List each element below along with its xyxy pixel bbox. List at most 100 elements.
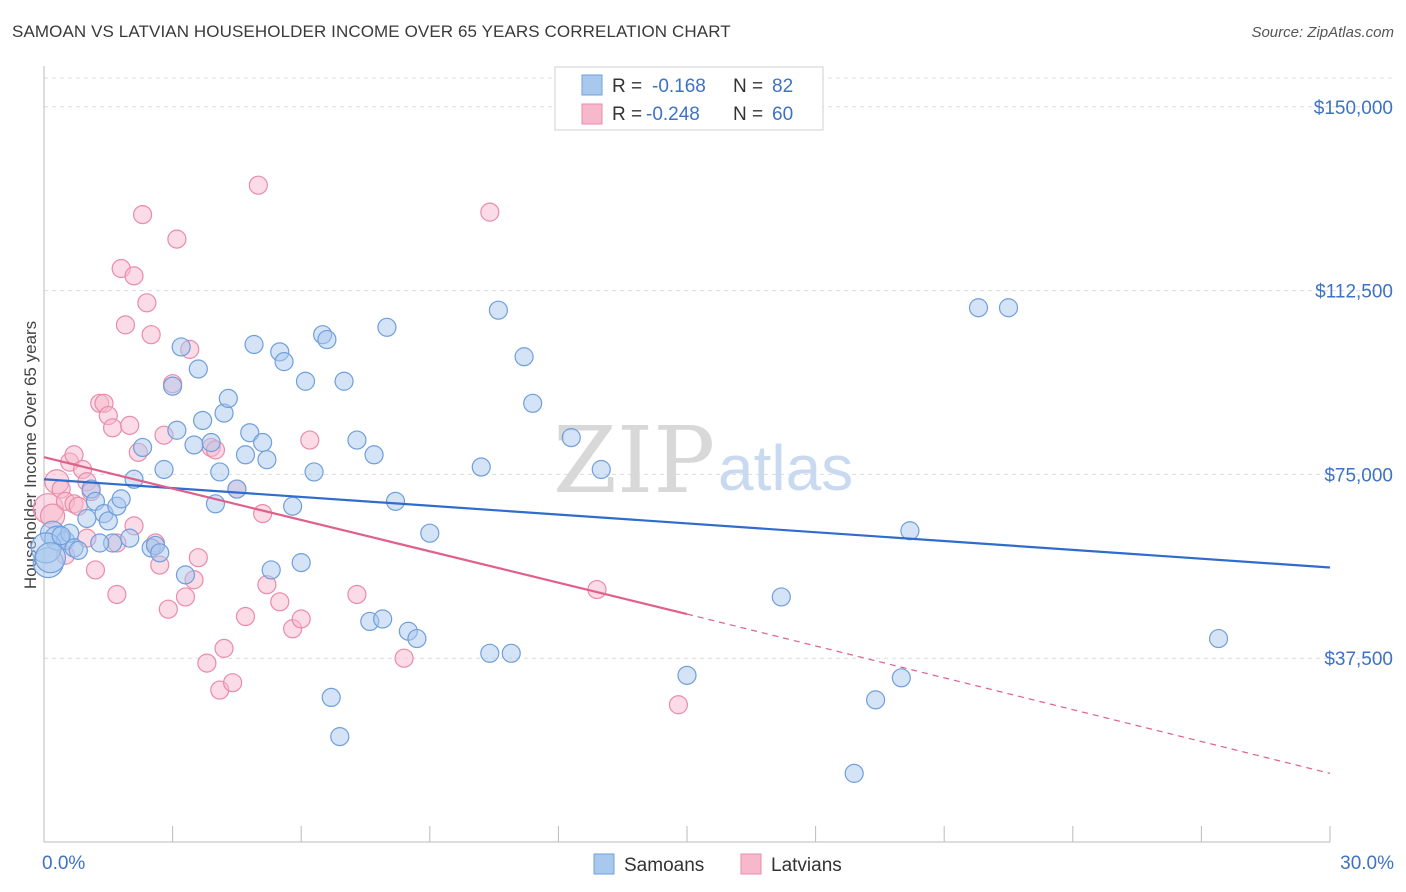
latvian-point-36	[188, 548, 208, 568]
samoan-point-41	[291, 553, 311, 573]
x-tick-min: 0.0%	[42, 853, 85, 874]
samoan-point-81	[150, 543, 170, 563]
samoan-point-35	[253, 432, 273, 453]
samoan-point-74	[1208, 628, 1229, 649]
samoan-point-36	[257, 450, 277, 470]
latvian-point-50	[291, 609, 311, 629]
samoan-points	[30, 298, 1229, 783]
samoan-point-68	[844, 763, 864, 783]
y-tick-label-0: $37,500	[1324, 649, 1393, 670]
latvian-trend-line	[43, 456, 688, 616]
watermark-atlas: atlas	[718, 432, 853, 504]
legend-latvian-n-label: N =	[733, 104, 763, 125]
source-label: Source: ZipAtlas.com	[1251, 24, 1394, 41]
latvian-point-24	[132, 204, 153, 225]
samoan-point-56	[407, 628, 427, 649]
samoan-point-25	[193, 410, 213, 431]
samoan-point-54	[385, 491, 406, 511]
samoan-point-46	[321, 687, 341, 708]
latvian-point-32	[167, 229, 187, 249]
samoan-point-62	[514, 347, 534, 367]
samoan-point-77	[51, 526, 71, 546]
latvian-point-30	[158, 599, 178, 619]
series-swatch-samoans	[593, 853, 615, 875]
y-tick-labels: $37,500 $75,000 $112,500 $150,000	[1314, 98, 1393, 670]
samoan-point-78	[68, 540, 88, 560]
samoan-point-20	[167, 420, 187, 440]
x-tick-max: 30.0%	[1340, 853, 1394, 874]
legend-samoan-r-label: R =	[612, 76, 642, 97]
latvian-point-21	[124, 266, 144, 286]
y-tick-label-1: $75,000	[1324, 465, 1393, 486]
latvian-point-17	[107, 584, 127, 605]
samoan-point-18	[154, 459, 174, 480]
samoan-point-30	[218, 388, 238, 409]
samoan-point-21	[171, 337, 191, 357]
legend-samoan-n-value: 82	[772, 76, 793, 97]
latvian-point-53	[394, 648, 414, 668]
watermark: ZIP atlas	[553, 407, 853, 514]
latvian-point-33	[175, 587, 196, 607]
samoan-point-66	[677, 665, 697, 685]
latvian-point-46	[253, 503, 273, 524]
legend-latvian-r-value: -0.248	[646, 104, 700, 125]
series-swatch-latvians	[740, 853, 762, 875]
samoan-point-31	[227, 479, 247, 499]
samoan-point-59	[480, 643, 500, 663]
samoan-point-19	[163, 376, 183, 396]
samoan-point-26	[201, 432, 221, 453]
samoan-point-64	[561, 428, 581, 448]
latvian-point-42	[223, 673, 243, 693]
samoan-point-63	[523, 393, 543, 413]
latvian-trend-extension	[686, 613, 1331, 774]
legend-swatch-samoan	[581, 74, 603, 96]
latvian-point-56	[668, 695, 689, 715]
latvian-point-52	[347, 584, 367, 605]
latvian-point-51	[300, 430, 320, 450]
samoan-point-23	[184, 435, 204, 455]
samoan-point-43	[304, 462, 324, 482]
samoan-point-34	[244, 334, 264, 355]
trend-lines	[43, 456, 1331, 774]
y-axis-label: Householder Income Over 65 years	[21, 321, 40, 589]
samoan-point-15	[132, 437, 153, 458]
samoan-point-69	[866, 690, 886, 710]
samoan-point-49	[347, 430, 367, 450]
latvian-point-54	[480, 202, 500, 222]
samoan-point-53	[377, 317, 397, 337]
latvian-point-20	[120, 415, 140, 435]
samoan-point-32	[235, 445, 256, 465]
samoan-point-57	[420, 523, 440, 543]
samoan-point-67	[771, 587, 791, 607]
samoan-point-58	[471, 457, 491, 477]
samoan-point-52	[373, 609, 393, 629]
samoan-point-79	[90, 533, 110, 553]
latvian-point-19	[115, 315, 136, 335]
axes	[43, 66, 1331, 843]
latvian-point-11	[85, 560, 106, 580]
samoan-point-76	[34, 542, 67, 574]
series-label-latvians: Latvians	[771, 855, 842, 876]
samoan-point-45	[317, 329, 337, 350]
samoan-point-48	[334, 371, 354, 391]
samoan-point-60	[488, 300, 508, 320]
samoan-point-37	[261, 560, 281, 580]
latvian-point-37	[197, 653, 217, 673]
legend-samoan-n-label: N =	[733, 76, 763, 97]
series-label-samoans: Samoans	[624, 855, 704, 876]
samoan-point-71	[900, 521, 920, 541]
samoan-point-47	[330, 727, 350, 747]
latvian-point-44	[235, 606, 256, 627]
chart-title: SAMOAN VS LATVIAN HOUSEHOLDER INCOME OVE…	[12, 22, 731, 41]
latvian-point-48	[270, 592, 290, 612]
latvian-point-26	[141, 325, 161, 345]
legend-samoan-r-value: -0.168	[652, 76, 706, 97]
legend-latvian-n-value: 60	[772, 104, 793, 125]
latvian-point-45	[248, 175, 268, 195]
watermark-zip: ZIP	[553, 407, 715, 514]
series-legend: Samoans Latvians	[593, 853, 842, 876]
samoan-point-61	[501, 643, 521, 663]
samoan-point-73	[998, 298, 1019, 318]
latvian-point-25	[137, 293, 157, 313]
grid-lines	[44, 77, 1392, 659]
